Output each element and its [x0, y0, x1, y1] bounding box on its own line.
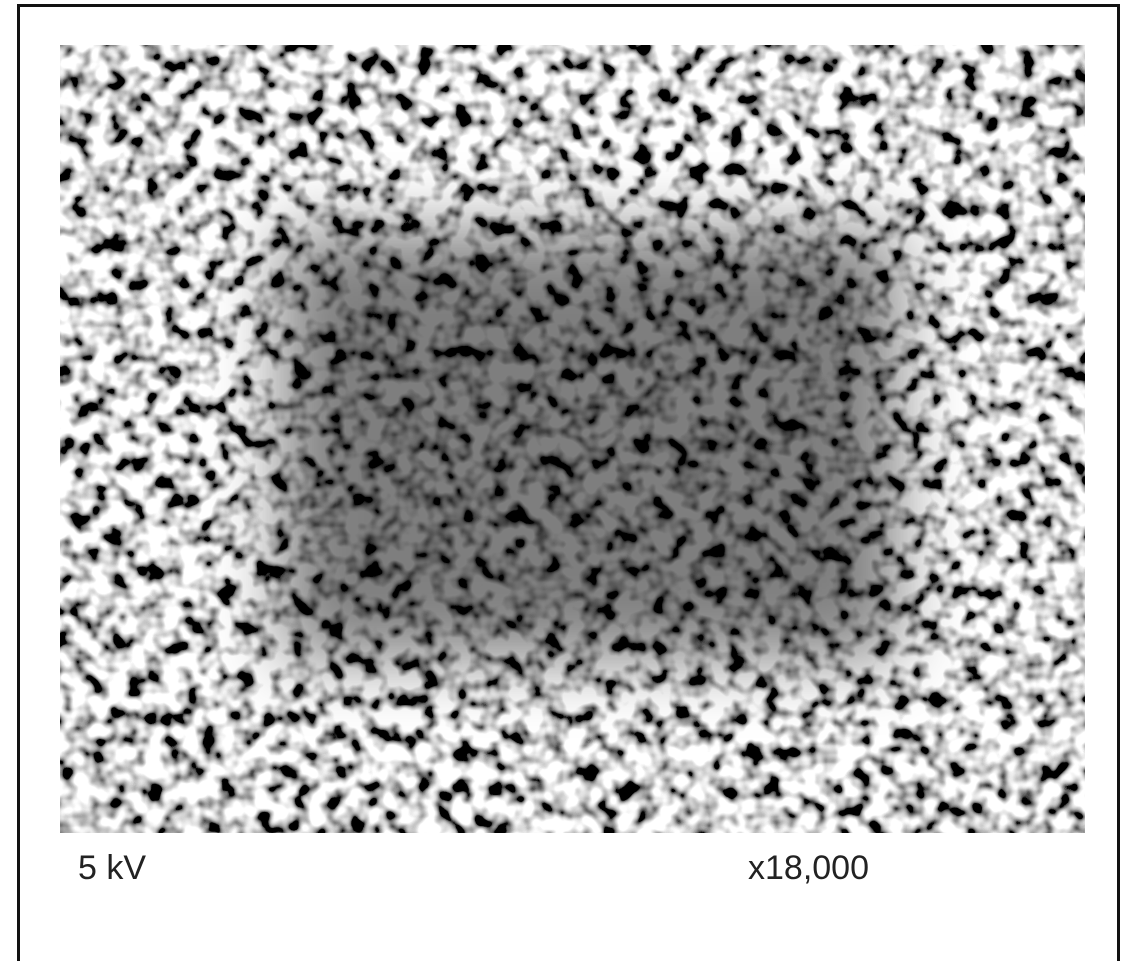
frame — [17, 4, 1120, 961]
sem-image — [60, 45, 1085, 833]
magnification-label: x18,000 — [748, 849, 869, 887]
dark-region — [280, 230, 900, 660]
voltage-label: 5 kV — [78, 849, 146, 887]
